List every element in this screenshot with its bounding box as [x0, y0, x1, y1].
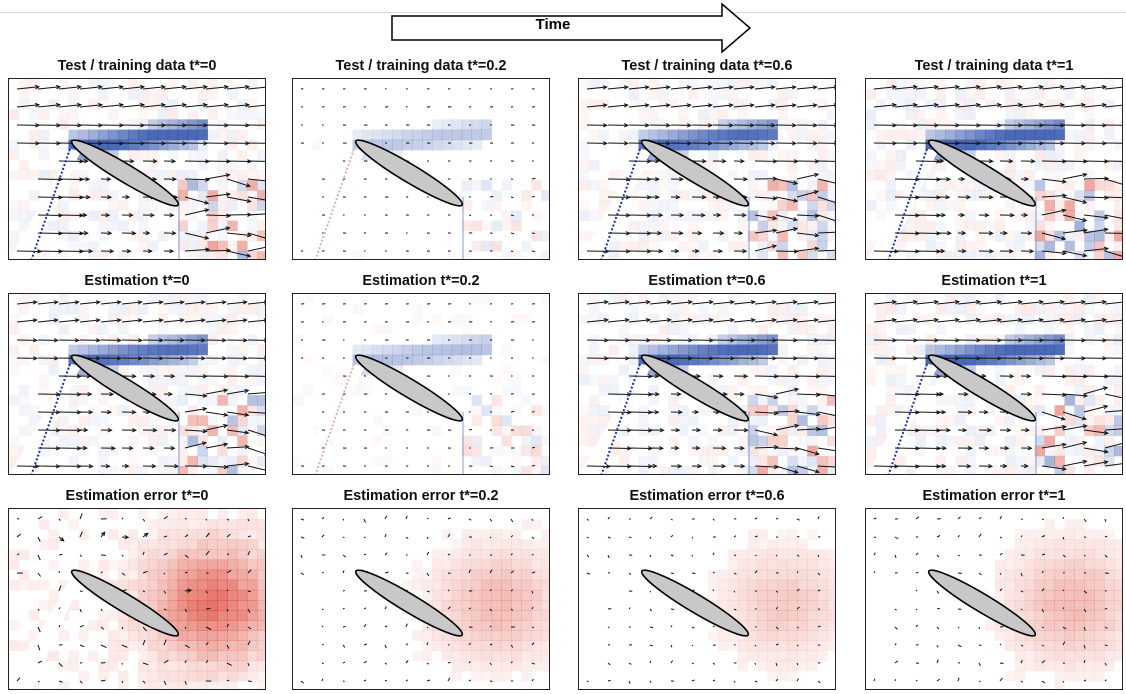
- flow-field-panel-estimation-0: [8, 293, 266, 475]
- airfoil-icon: [70, 354, 180, 422]
- panel-title-test-2: Test / training data t*=0.6: [621, 58, 793, 74]
- panel-title-estimation-1: Estimation t*=0.2: [362, 273, 480, 289]
- panel-title-test-1: Test / training data t*=0.2: [335, 58, 507, 74]
- airfoil-icon: [640, 354, 750, 422]
- flow-field-panel-error-0: [8, 508, 266, 690]
- flow-field-panel-test-1: [292, 78, 550, 260]
- flow-field-panel-estimation-3: [865, 293, 1123, 475]
- airfoil-icon: [927, 139, 1037, 207]
- flow-field-panel-error-3: [865, 508, 1123, 690]
- airfoil-icon: [927, 569, 1037, 637]
- airfoil-icon: [354, 139, 464, 207]
- panel-title-error-1: Estimation error t*=0.2: [343, 488, 499, 504]
- flow-field-panel-test-2: [578, 78, 836, 260]
- panel-title-error-2: Estimation error t*=0.6: [629, 488, 785, 504]
- airfoil-icon: [927, 354, 1037, 422]
- top-divider: [0, 12, 1126, 13]
- airfoil-icon: [70, 569, 180, 637]
- panel-title-test-3: Test / training data t*=1: [914, 58, 1074, 74]
- time-label: Time: [535, 16, 571, 33]
- time-arrow-icon: [391, 2, 752, 54]
- airfoil-icon: [354, 354, 464, 422]
- airfoil-icon: [640, 139, 750, 207]
- panel-title-estimation-3: Estimation t*=1: [941, 273, 1047, 289]
- panel-title-error-3: Estimation error t*=1: [922, 488, 1066, 504]
- airfoil-icon: [354, 569, 464, 637]
- flow-field-panel-estimation-2: [578, 293, 836, 475]
- airfoil-icon: [640, 569, 750, 637]
- flow-field-panel-estimation-1: [292, 293, 550, 475]
- airfoil-icon: [70, 139, 180, 207]
- panel-title-estimation-0: Estimation t*=0: [84, 273, 190, 289]
- flow-field-panel-error-1: [292, 508, 550, 690]
- panel-title-error-0: Estimation error t*=0: [65, 488, 209, 504]
- flow-field-panel-test-3: [865, 78, 1123, 260]
- panel-title-test-0: Test / training data t*=0: [57, 58, 217, 74]
- flow-field-panel-error-2: [578, 508, 836, 690]
- panel-title-estimation-2: Estimation t*=0.6: [648, 273, 766, 289]
- flow-field-panel-test-0: [8, 78, 266, 260]
